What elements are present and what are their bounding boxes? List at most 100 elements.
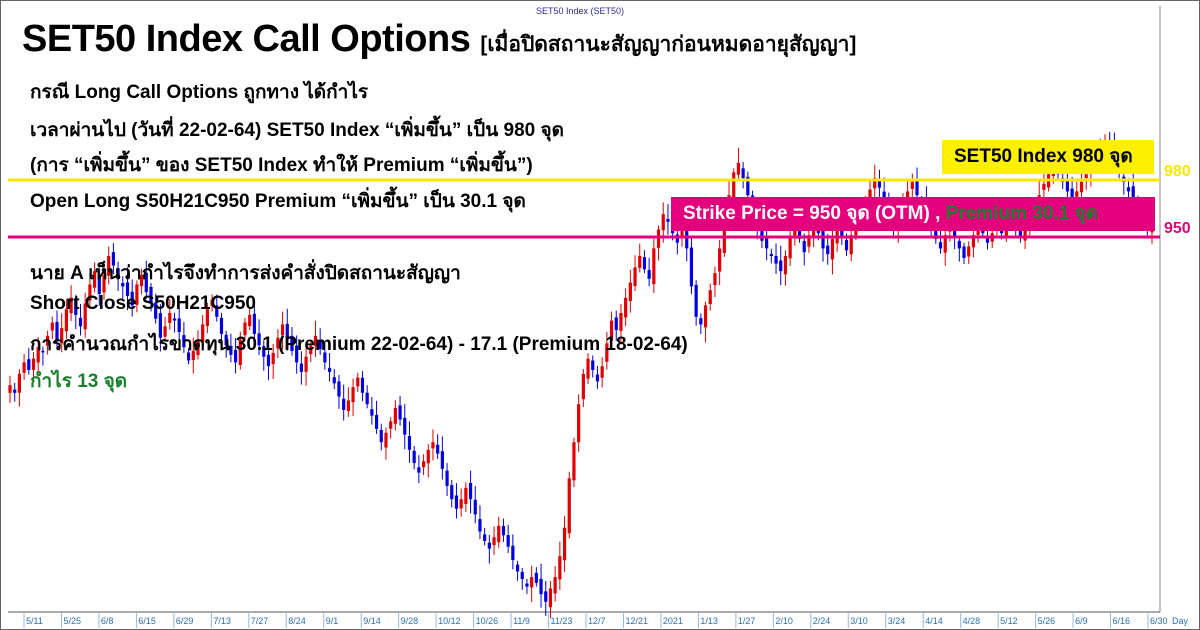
candle-body [868,189,872,203]
candle-body [586,358,590,379]
line-profit-result: กำไร 13 จุด [30,371,128,392]
x-tick-label: 9/14 [363,616,381,626]
candle-body [877,179,882,188]
candle-body [374,414,379,429]
candle-body [769,253,773,256]
candle-body [741,168,745,179]
candle-body [144,272,148,293]
x-tick-label: 6/16 [1113,616,1131,626]
candle-body [1070,188,1074,201]
x-tick-label: 4/28 [963,616,981,626]
x-tick-label: 7/13 [213,616,231,626]
candle-body [290,335,294,351]
candle-body [661,214,665,231]
candle-body [985,236,990,243]
candle-body [412,450,416,464]
candle-body [1023,227,1027,241]
x-tick-label: 12/7 [588,616,606,626]
candle-body [943,235,947,253]
x-tick-label: 7/27 [251,616,269,626]
candle-body [168,313,172,323]
candle-body [417,467,421,473]
line-pnl-calculation: การคำนวณกำไรขาดทุน 30.1 (Premium 22-02-6… [30,334,688,355]
line-close-decision: นาย A เห็นว่ากำไรจึงทำการส่งคำสั่งปิดสถา… [30,263,461,284]
candle-body [135,284,139,305]
candle-body [971,235,976,248]
candle-body [1084,174,1088,179]
candle-body [280,324,285,336]
candle-body [248,314,252,327]
candle-body [346,400,350,412]
candle-body [591,360,595,370]
candle-body [840,225,844,237]
x-tick-label: 2/10 [775,616,793,626]
candle-body [680,227,684,239]
candle-body [436,444,440,454]
candle-body [403,417,407,435]
line-time-passed: เวลาผ่านไป (วันที่ 22-02-64) SET50 Index… [30,120,564,141]
candle-body [478,519,482,532]
callout-strike-text: Strike Price = 950 จุด (OTM) , [683,203,941,224]
candle-body [910,181,914,189]
candle-body [1018,226,1023,237]
x-tick-label: 6/29 [176,616,194,626]
candle-body [92,271,97,288]
candle-body [365,392,369,405]
candle-body [1042,183,1046,190]
line-long-call-case: กรณี Long Call Options ถูกทาง ได้กำไร [30,82,369,103]
candle-body [553,577,557,594]
candle-body [304,356,308,372]
candle-body [544,591,548,602]
candle-body [774,255,778,264]
candle-body [356,377,360,387]
candle-body [125,282,130,296]
x-tick-label: 5/11 [26,616,43,626]
x-tick-label: 6/9 [1075,616,1088,626]
candle-body [614,317,618,331]
candle-body [487,542,491,549]
candle-body [656,229,661,248]
x-tick-label: 5/25 [63,616,81,626]
candle-body [844,239,849,251]
candle-body [257,333,261,346]
candle-body [97,276,101,294]
candle-body [83,303,87,330]
candle-body [60,328,64,344]
candle-body [718,248,722,272]
candle-body [177,318,181,332]
candle-body [746,176,750,196]
candle-body [962,246,966,258]
candle-body [783,256,788,275]
candle-body [689,247,694,287]
candle-body [830,238,835,260]
candle-body [1126,187,1131,192]
x-tick-label: 3/24 [888,616,906,626]
x-axis-ticks: 5/11 5/25 6/8 6/15 6/29 7/13 7/27 8/24 9/1 9/14 9/… [23,612,1168,628]
candle-body [548,588,553,608]
candle-body [849,235,853,255]
candle-body [22,362,26,373]
candle-body [609,320,614,341]
x-tick-label: 2021 [663,616,683,626]
candle-body [638,256,642,268]
candle-body [107,256,111,276]
candle-body [69,297,73,314]
candle-body [1075,191,1079,197]
candle-body [55,321,59,340]
candle-body [78,317,83,327]
candle-body [45,335,50,346]
candle-body [802,241,806,253]
x-tick-label: 12/21 [625,616,648,626]
candle-body [572,442,576,481]
x-tick-label: 6/8 [101,616,114,626]
candle-body [196,339,200,356]
candle-body [468,482,473,500]
candle-body [515,564,520,572]
candle-body [323,352,327,363]
page-subtitle: [เมื่อปิดสถานะสัญญาก่อนหมดอายุสัญญา] [480,33,857,56]
candle-body [450,485,454,500]
line-open-long: Open Long S50H21C950 Premium “เพิ่มขึ้น”… [30,191,526,212]
candle-body [111,252,115,266]
candle-body [1131,186,1135,201]
candle-body [492,537,496,546]
